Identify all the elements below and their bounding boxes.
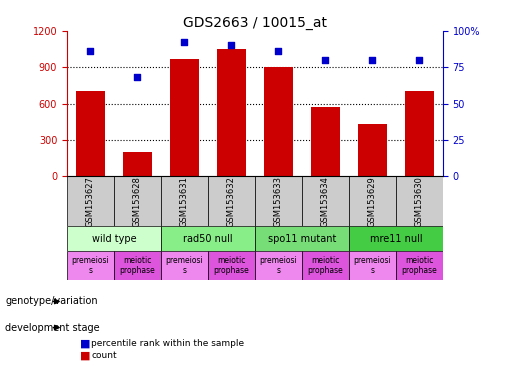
Bar <box>161 176 208 226</box>
Bar <box>396 251 443 280</box>
Bar <box>161 251 208 280</box>
Bar <box>67 226 161 251</box>
Text: wild type: wild type <box>92 234 136 244</box>
Text: premeiosi
s: premeiosi s <box>353 256 391 275</box>
Bar <box>124 152 151 176</box>
Bar <box>311 107 339 176</box>
Text: meiotic
prophase: meiotic prophase <box>119 256 156 275</box>
Point <box>368 57 376 63</box>
Bar <box>208 251 255 280</box>
Text: premeiosi
s: premeiosi s <box>72 256 109 275</box>
Bar <box>302 176 349 226</box>
Bar <box>349 226 443 251</box>
Text: GSM153631: GSM153631 <box>180 176 189 227</box>
Bar <box>255 251 302 280</box>
Bar <box>358 124 386 176</box>
Point <box>133 74 142 80</box>
Text: premeiosi
s: premeiosi s <box>260 256 297 275</box>
Text: ■: ■ <box>80 351 90 361</box>
Text: meiotic
prophase: meiotic prophase <box>307 256 344 275</box>
Bar <box>76 91 105 176</box>
Bar <box>208 176 255 226</box>
Text: GSM153632: GSM153632 <box>227 176 236 227</box>
Text: mre11 null: mre11 null <box>370 234 422 244</box>
Text: premeiosi
s: premeiosi s <box>165 256 203 275</box>
Text: meiotic
prophase: meiotic prophase <box>214 256 249 275</box>
Bar <box>114 176 161 226</box>
Text: percentile rank within the sample: percentile rank within the sample <box>91 339 244 348</box>
Bar <box>114 251 161 280</box>
Text: GSM153629: GSM153629 <box>368 176 377 227</box>
Point <box>227 42 235 48</box>
Bar <box>349 176 396 226</box>
Point <box>274 48 283 54</box>
Point <box>180 39 188 45</box>
Title: GDS2663 / 10015_at: GDS2663 / 10015_at <box>183 16 327 30</box>
Text: development stage: development stage <box>5 323 100 333</box>
Bar <box>405 91 434 176</box>
Bar <box>217 49 246 176</box>
Text: meiotic
prophase: meiotic prophase <box>402 256 437 275</box>
Bar <box>67 251 114 280</box>
Point <box>87 48 95 54</box>
Bar <box>264 67 293 176</box>
Bar <box>67 176 114 226</box>
Text: rad50 null: rad50 null <box>183 234 233 244</box>
Text: GSM153633: GSM153633 <box>274 176 283 227</box>
Bar <box>161 226 255 251</box>
Point <box>415 57 423 63</box>
Text: GSM153627: GSM153627 <box>86 176 95 227</box>
Bar <box>255 226 349 251</box>
Bar <box>349 251 396 280</box>
Bar <box>302 251 349 280</box>
Bar <box>255 176 302 226</box>
Text: count: count <box>91 351 117 361</box>
Text: ■: ■ <box>80 339 90 349</box>
Text: GSM153628: GSM153628 <box>133 176 142 227</box>
Text: spo11 mutant: spo11 mutant <box>268 234 336 244</box>
Text: GSM153634: GSM153634 <box>321 176 330 227</box>
Bar <box>396 176 443 226</box>
Text: GSM153630: GSM153630 <box>415 176 424 227</box>
Text: genotype/variation: genotype/variation <box>5 296 98 306</box>
Point <box>321 57 330 63</box>
Bar <box>170 59 199 176</box>
